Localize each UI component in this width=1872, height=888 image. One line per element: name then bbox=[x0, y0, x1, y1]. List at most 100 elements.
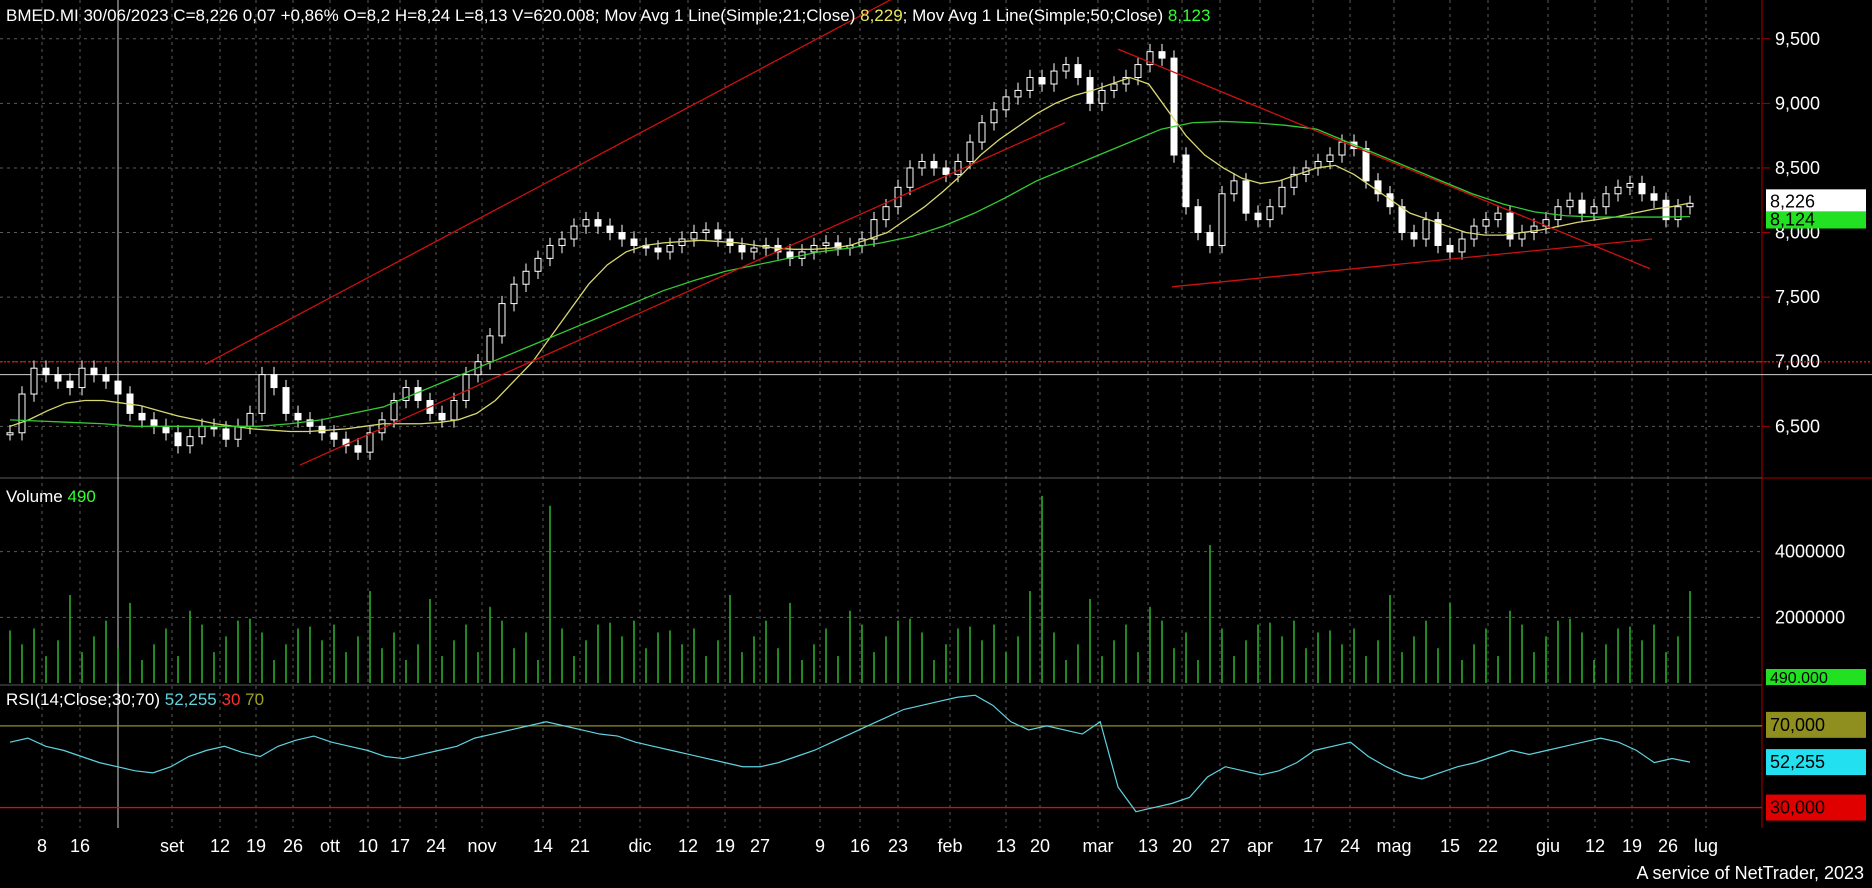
candle-body bbox=[510, 283, 518, 305]
candle-body bbox=[1434, 219, 1442, 246]
x-tick-label: 9 bbox=[815, 836, 825, 856]
footer-credit: A service of NetTrader, 2023 bbox=[1636, 863, 1864, 883]
candle-body bbox=[1230, 180, 1238, 195]
y-tick-label: 8,500 bbox=[1775, 158, 1820, 178]
candle-body bbox=[1062, 64, 1070, 72]
rsi-line bbox=[9, 694, 1691, 813]
candle-body bbox=[1662, 199, 1670, 221]
ma50-badge bbox=[1766, 210, 1866, 229]
candle-body bbox=[90, 367, 98, 376]
candle-body bbox=[1530, 225, 1538, 234]
candle-body bbox=[366, 432, 374, 453]
candle-body bbox=[1146, 51, 1154, 66]
candle-body bbox=[234, 425, 242, 440]
candle-body bbox=[1518, 232, 1526, 240]
candle-body bbox=[1290, 173, 1298, 188]
x-tick-label: 19 bbox=[246, 836, 266, 856]
candle-body bbox=[294, 412, 302, 421]
candle-body bbox=[1218, 193, 1226, 246]
candle-body bbox=[882, 206, 890, 221]
x-tick-label: 23 bbox=[888, 836, 908, 856]
candle-body bbox=[930, 160, 938, 169]
candle-body bbox=[1398, 206, 1406, 234]
rsi-70-badge-label: 70,000 bbox=[1770, 715, 1825, 735]
symbol-label: BMED.MI bbox=[6, 6, 79, 25]
trendline bbox=[1117, 48, 1651, 270]
x-tick-label: 12 bbox=[210, 836, 230, 856]
candle-body bbox=[402, 387, 410, 401]
candle-body bbox=[1566, 199, 1574, 208]
x-tick-label: 22 bbox=[1478, 836, 1498, 856]
candle-body bbox=[1278, 186, 1286, 208]
x-tick-label: ott bbox=[320, 836, 340, 856]
x-tick-label: mag bbox=[1376, 836, 1411, 856]
candle-body bbox=[78, 367, 86, 389]
x-tick-label: 26 bbox=[1658, 836, 1678, 856]
x-tick-label: 10 bbox=[358, 836, 378, 856]
close-badge bbox=[1766, 189, 1866, 212]
candle-body bbox=[1266, 206, 1274, 221]
x-tick-label: 15 bbox=[1440, 836, 1460, 856]
candle-body bbox=[690, 232, 698, 240]
candle-body bbox=[450, 399, 458, 421]
candle-body bbox=[1014, 89, 1022, 98]
candle-body bbox=[102, 374, 110, 382]
trendline bbox=[1171, 238, 1653, 288]
candle-body bbox=[1494, 212, 1502, 221]
rsi-legend: RSI(14;Close;30;70) 52,255 30 70 bbox=[6, 690, 264, 710]
candle-body bbox=[870, 219, 878, 240]
candle-body bbox=[570, 225, 578, 240]
candle-body bbox=[354, 445, 362, 453]
ma50-badge-label: 8,124 bbox=[1770, 210, 1815, 230]
x-tick-label: 27 bbox=[1210, 836, 1230, 856]
volume-label: Volume bbox=[6, 487, 63, 506]
candle-body bbox=[1590, 206, 1598, 214]
rsi-current-badge-label: 52,255 bbox=[1770, 752, 1825, 772]
candle-body bbox=[1158, 51, 1166, 59]
candle-body bbox=[270, 374, 278, 389]
x-tick-label: 21 bbox=[570, 836, 590, 856]
trendline bbox=[204, 0, 892, 365]
x-tick-label: 16 bbox=[70, 836, 90, 856]
ma21-label: Mov Avg 1 Line(Simple;21;Close) bbox=[604, 6, 856, 25]
candle-body bbox=[378, 419, 386, 434]
x-tick-label: 8 bbox=[37, 836, 47, 856]
candle-body bbox=[1506, 212, 1514, 240]
volume-legend: Volume 490 bbox=[6, 487, 96, 507]
candle-body bbox=[1050, 70, 1058, 85]
candle-body bbox=[54, 374, 62, 382]
candle-body bbox=[1122, 77, 1130, 85]
ma50-label: Mov Avg 1 Line(Simple;50;Close) bbox=[912, 6, 1164, 25]
candle-body bbox=[906, 167, 914, 188]
ma50-line bbox=[9, 120, 1691, 427]
candle-body bbox=[1326, 154, 1334, 162]
price-legend: BMED.MI 30/06/2023 C=8,226 0,07 +0,86% O… bbox=[6, 6, 1211, 25]
x-tick-label: lug bbox=[1694, 836, 1718, 856]
candle-body bbox=[1098, 89, 1106, 104]
candle-body bbox=[822, 242, 830, 246]
candle-body bbox=[198, 425, 206, 438]
ma21-line bbox=[9, 76, 1691, 433]
x-tick-label: 19 bbox=[715, 836, 735, 856]
candle-body bbox=[966, 141, 974, 162]
candle-body bbox=[1074, 64, 1082, 79]
x-tick-label: set bbox=[160, 836, 184, 856]
candle-body bbox=[1194, 206, 1202, 234]
candle-body bbox=[954, 160, 962, 175]
x-tick-label: 19 bbox=[1622, 836, 1642, 856]
ma21-value: 8,229 bbox=[860, 6, 903, 25]
x-tick-label: 14 bbox=[533, 836, 553, 856]
candle-body bbox=[834, 242, 842, 249]
x-tick-label: 16 bbox=[850, 836, 870, 856]
x-tick-label: 13 bbox=[1138, 836, 1158, 856]
date-label: 30/06/2023 bbox=[83, 6, 169, 25]
x-tick-label: nov bbox=[467, 836, 496, 856]
candle-body bbox=[18, 393, 26, 434]
candle-body bbox=[30, 367, 38, 395]
candle-body bbox=[1650, 193, 1658, 201]
candle-body bbox=[1638, 182, 1646, 195]
y-tick-label: 6,500 bbox=[1775, 416, 1820, 436]
trendline bbox=[299, 122, 1066, 466]
